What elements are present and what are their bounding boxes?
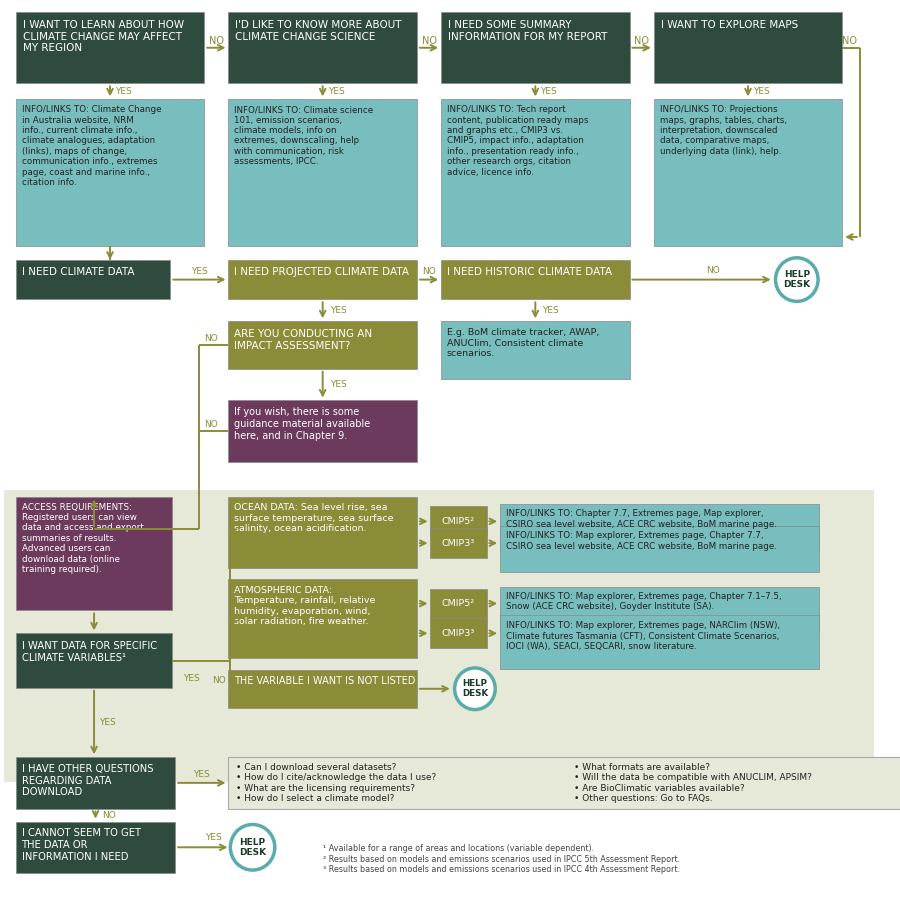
FancyBboxPatch shape: [16, 822, 176, 873]
Text: ARE YOU CONDUCTING AN
IMPACT ASSESSMENT?: ARE YOU CONDUCTING AN IMPACT ASSESSMENT?: [234, 329, 373, 351]
FancyBboxPatch shape: [653, 12, 842, 84]
Text: ACCESS REQUIREMENTS:
Registered users can view
data and access and export
summar: ACCESS REQUIREMENTS: Registered users ca…: [22, 502, 143, 574]
FancyBboxPatch shape: [430, 589, 487, 618]
FancyBboxPatch shape: [229, 497, 417, 568]
Text: YES: YES: [115, 87, 132, 96]
Text: YES: YES: [329, 306, 346, 315]
Text: ATMOSPHERIC DATA:
Temperature, rainfall, relative
humidity, evaporation, wind,
s: ATMOSPHERIC DATA: Temperature, rainfall,…: [234, 586, 375, 625]
Text: I WANT TO LEARN ABOUT HOW
CLIMATE CHANGE MAY AFFECT
MY REGION: I WANT TO LEARN ABOUT HOW CLIMATE CHANGE…: [22, 20, 184, 53]
FancyBboxPatch shape: [500, 526, 819, 572]
FancyBboxPatch shape: [229, 321, 417, 369]
Circle shape: [230, 824, 274, 870]
Text: YES: YES: [543, 306, 559, 315]
Circle shape: [454, 668, 495, 709]
FancyBboxPatch shape: [229, 579, 417, 658]
FancyBboxPatch shape: [16, 634, 173, 688]
Text: I NEED CLIMATE DATA: I NEED CLIMATE DATA: [22, 266, 134, 276]
FancyBboxPatch shape: [229, 99, 417, 246]
Circle shape: [776, 257, 818, 302]
Text: INFO/LINKS TO: Tech report
content, publication ready maps
and graphs etc., CMIP: INFO/LINKS TO: Tech report content, publ…: [447, 105, 589, 176]
Text: NO: NO: [422, 267, 436, 276]
FancyBboxPatch shape: [441, 99, 630, 246]
FancyBboxPatch shape: [653, 99, 842, 246]
Text: HELP
DESK: HELP DESK: [462, 680, 488, 698]
Text: CMIP5²: CMIP5²: [442, 517, 475, 526]
Text: YES: YES: [753, 87, 770, 96]
Text: NO: NO: [842, 36, 858, 46]
Text: NO: NO: [212, 676, 226, 685]
Text: NO: NO: [706, 266, 720, 275]
Text: I NEED PROJECTED CLIMATE DATA: I NEED PROJECTED CLIMATE DATA: [234, 266, 410, 276]
Text: I NEED SOME SUMMARY
INFORMATION FOR MY REPORT: I NEED SOME SUMMARY INFORMATION FOR MY R…: [448, 20, 608, 41]
Text: INFO/LINKS TO: Map explorer, Extremes page, Chapter 7.1–7.5,
Snow (ACE CRC websi: INFO/LINKS TO: Map explorer, Extremes pa…: [506, 591, 781, 611]
FancyBboxPatch shape: [229, 400, 417, 462]
Text: I HAVE OTHER QUESTIONS
REGARDING DATA
DOWNLOAD: I HAVE OTHER QUESTIONS REGARDING DATA DO…: [22, 764, 153, 797]
Text: YES: YES: [99, 718, 116, 727]
Text: I NEED HISTORIC CLIMATE DATA: I NEED HISTORIC CLIMATE DATA: [447, 266, 612, 276]
FancyBboxPatch shape: [229, 260, 417, 300]
FancyBboxPatch shape: [16, 497, 173, 610]
Text: INFO/LINKS TO: Climate science
101, emission scenarios,
climate models, info on
: INFO/LINKS TO: Climate science 101, emis…: [234, 105, 374, 166]
FancyBboxPatch shape: [16, 757, 176, 808]
Text: NO: NO: [421, 36, 436, 46]
Text: NO: NO: [204, 334, 218, 343]
Text: • Can I download several datasets?
• How do I cite/acknowledge the data I use?
•: • Can I download several datasets? • How…: [236, 763, 436, 804]
Text: If you wish, there is some
guidance material available
here, and in Chapter 9.: If you wish, there is some guidance mate…: [234, 408, 371, 441]
Text: YES: YES: [194, 770, 211, 779]
FancyBboxPatch shape: [16, 12, 204, 84]
Text: INFO/LINKS TO: Map explorer, Extremes page, NARClim (NSW),
Climate futures Tasma: INFO/LINKS TO: Map explorer, Extremes pa…: [506, 621, 780, 652]
Text: INFO/LINKS TO: Map explorer, Extremes page, Chapter 7.7,
CSIRO sea level website: INFO/LINKS TO: Map explorer, Extremes pa…: [506, 531, 777, 551]
FancyBboxPatch shape: [16, 99, 204, 246]
FancyBboxPatch shape: [500, 587, 819, 633]
FancyBboxPatch shape: [500, 616, 819, 669]
FancyBboxPatch shape: [229, 757, 900, 808]
FancyBboxPatch shape: [441, 12, 630, 84]
FancyBboxPatch shape: [430, 618, 487, 648]
Text: THE VARIABLE I WANT IS NOT LISTED: THE VARIABLE I WANT IS NOT LISTED: [234, 676, 416, 686]
Text: YES: YES: [205, 832, 222, 842]
Text: OCEAN DATA: Sea level rise, sea
surface temperature, sea surface
salinity, ocean: OCEAN DATA: Sea level rise, sea surface …: [234, 503, 393, 534]
FancyBboxPatch shape: [430, 507, 487, 536]
Text: E.g. BoM climate tracker, AWAP,
ANUClim, Consistent climate
scenarios.: E.g. BoM climate tracker, AWAP, ANUClim,…: [447, 328, 599, 358]
Text: HELP
DESK: HELP DESK: [239, 838, 266, 857]
FancyBboxPatch shape: [441, 321, 630, 379]
Text: NO: NO: [209, 36, 224, 46]
FancyBboxPatch shape: [500, 505, 819, 550]
Text: NO: NO: [103, 811, 116, 820]
Text: CMIP3³: CMIP3³: [442, 538, 475, 547]
Text: I'D LIKE TO KNOW MORE ABOUT
CLIMATE CHANGE SCIENCE: I'D LIKE TO KNOW MORE ABOUT CLIMATE CHAN…: [235, 20, 401, 41]
Text: HELP
DESK: HELP DESK: [783, 270, 810, 289]
Text: YES: YES: [184, 674, 200, 683]
Text: INFO/LINKS TO: Chapter 7.7, Extremes page, Map explorer,
CSIRO sea level website: INFO/LINKS TO: Chapter 7.7, Extremes pag…: [506, 509, 777, 529]
FancyBboxPatch shape: [4, 490, 874, 782]
FancyBboxPatch shape: [430, 528, 487, 558]
Text: YES: YES: [541, 87, 557, 96]
Text: YES: YES: [191, 267, 208, 276]
FancyBboxPatch shape: [229, 12, 417, 84]
Text: ¹ Available for a range of areas and locations (variable dependent).
² Results b: ¹ Available for a range of areas and loc…: [323, 844, 680, 874]
Text: CMIP3³: CMIP3³: [442, 629, 475, 638]
FancyBboxPatch shape: [16, 260, 170, 300]
Text: • What formats are available?
• Will the data be compatible with ANUCLIM, APSIM?: • What formats are available? • Will the…: [574, 763, 813, 804]
Text: NO: NO: [634, 36, 649, 46]
Text: I WANT TO EXPLORE MAPS: I WANT TO EXPLORE MAPS: [661, 20, 797, 30]
Text: NO: NO: [204, 419, 218, 428]
Text: I CANNOT SEEM TO GET
THE DATA OR
INFORMATION I NEED: I CANNOT SEEM TO GET THE DATA OR INFORMA…: [22, 829, 140, 861]
Text: YES: YES: [329, 380, 346, 389]
Text: YES: YES: [328, 87, 345, 96]
Text: INFO/LINKS TO: Projections
maps, graphs, tables, charts,
interpretation, downsca: INFO/LINKS TO: Projections maps, graphs,…: [660, 105, 787, 156]
Text: CMIP5²: CMIP5²: [442, 599, 475, 608]
FancyBboxPatch shape: [229, 670, 417, 707]
Text: I WANT DATA FOR SPECIFIC
CLIMATE VARIABLES¹: I WANT DATA FOR SPECIFIC CLIMATE VARIABL…: [22, 641, 157, 662]
Text: INFO/LINKS TO: Climate Change
in Australia website, NRM
info., current climate i: INFO/LINKS TO: Climate Change in Austral…: [22, 105, 161, 187]
FancyBboxPatch shape: [441, 260, 630, 300]
